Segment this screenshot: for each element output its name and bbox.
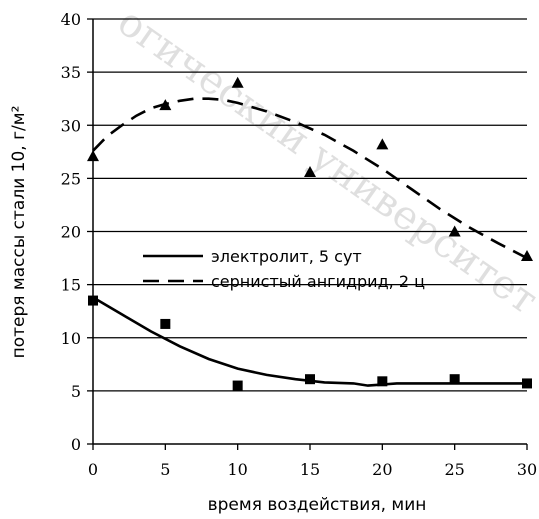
- y-tick-label: 25: [61, 169, 81, 188]
- x-tick-label: 5: [160, 460, 170, 479]
- square-marker: [232, 380, 243, 391]
- x-tick-label: 15: [300, 460, 320, 479]
- legend-label-2: сернистый ангидрид, 2 ц: [211, 272, 425, 291]
- y-tick-label: 15: [61, 276, 81, 295]
- series-line-2: [92, 97, 528, 260]
- square-marker: [160, 318, 171, 329]
- x-tick-label: 0: [88, 460, 98, 479]
- y-tick-label: 40: [61, 10, 81, 29]
- x-tick-label: 10: [227, 460, 247, 479]
- y-tick-label: 10: [61, 329, 81, 348]
- triangle-marker: [521, 249, 533, 261]
- square-marker: [88, 295, 98, 306]
- legend: электролит, 5 сут сернистый ангидрид, 2 ц: [143, 247, 425, 291]
- y-tick-label: 35: [61, 63, 81, 82]
- triangle-marker: [159, 99, 172, 111]
- y-tick-label: 30: [61, 116, 81, 135]
- x-tick-label: 20: [372, 460, 392, 479]
- triangle-marker: [304, 166, 316, 177]
- y-tick-label: 0: [71, 435, 81, 454]
- y-axis-label: потеря массы стали 10, г/м²: [9, 106, 29, 359]
- triangle-marker: [448, 225, 461, 237]
- axes: [87, 18, 528, 450]
- x-axis-label: время воздействия, мин: [208, 495, 427, 515]
- x-tick-label: 25: [444, 460, 464, 479]
- triangle-marker: [87, 150, 99, 162]
- data-points: [87, 76, 533, 391]
- square-marker: [522, 378, 532, 389]
- series-line-1: [92, 296, 527, 387]
- triangle-marker: [231, 76, 244, 88]
- y-tick-label: 20: [61, 223, 81, 242]
- triangle-marker: [376, 138, 389, 150]
- y-tick-label: 5: [71, 382, 81, 401]
- legend-label-1: электролит, 5 сут: [211, 247, 362, 266]
- square-marker: [305, 374, 315, 385]
- square-marker: [377, 376, 388, 387]
- tick-labels: 0 5 10 15 20 25 30 35 40 0 5 10 15 20 25 30: [61, 10, 538, 479]
- square-marker: [449, 374, 460, 385]
- x-tick-label: 30: [517, 460, 537, 479]
